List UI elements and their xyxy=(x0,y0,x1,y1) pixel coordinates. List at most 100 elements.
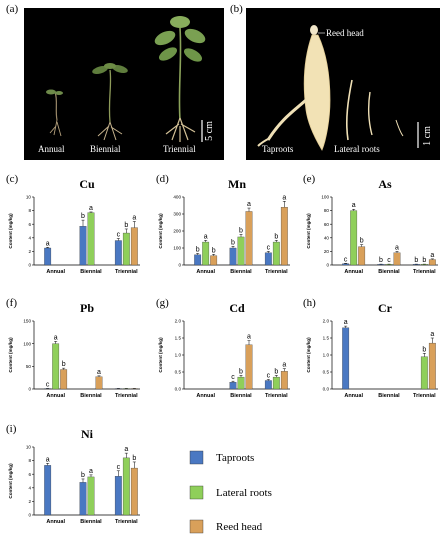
y-axis-label-ni: Content (mg/kg) xyxy=(8,463,13,499)
significance-letter: c xyxy=(231,374,235,381)
label-reed-head: Reed head xyxy=(326,28,364,38)
bar-mn-reed-head xyxy=(210,255,218,266)
significance-letter: a xyxy=(430,252,434,259)
y-tick-label: 400 xyxy=(173,195,181,200)
x-tick-label: Triennial xyxy=(115,519,138,525)
significance-letter: b xyxy=(274,368,278,375)
y-axis-label-cd: Content (mg/kg) xyxy=(158,337,163,373)
y-tick-label: 50 xyxy=(26,364,32,369)
y-tick-label: 300 xyxy=(173,212,181,217)
y-axis-label-cu: Content (mg/kg) xyxy=(8,213,13,249)
significance-letter: a xyxy=(352,202,356,209)
significance-letter: b xyxy=(422,257,426,264)
triennial-plant-illustration xyxy=(154,16,206,142)
significance-letter: c xyxy=(46,381,50,388)
y-tick-label: 0 xyxy=(28,263,31,268)
y-axis-label-cr: Content (mg/kg) xyxy=(306,337,311,373)
y-tick-label: 2.0 xyxy=(323,319,330,324)
x-tick-label: Biennial xyxy=(80,519,102,525)
bar-mn-reed-head xyxy=(280,207,288,266)
bar-cd-taproots xyxy=(229,382,237,390)
bar-cr-lateral-roots xyxy=(420,356,428,390)
significance-letter: a xyxy=(247,201,251,208)
y-tick-label: 8 xyxy=(28,208,31,213)
bar-as-reed-head xyxy=(428,259,436,266)
bar-as-lateral-roots xyxy=(350,210,358,266)
bar-ni-lateral-roots xyxy=(122,457,130,516)
x-tick-label: Biennial xyxy=(80,269,102,275)
significance-letter: b xyxy=(379,257,383,264)
bar-cu-lateral-roots xyxy=(87,212,95,266)
x-tick-label: Triennial xyxy=(413,269,436,275)
chart-title-cr: Cr xyxy=(378,301,393,315)
significance-letter: b xyxy=(360,238,364,245)
bar-mn-taproots xyxy=(229,247,237,266)
bar-ni-taproots xyxy=(114,476,122,516)
bar-cu-taproots xyxy=(79,226,87,266)
y-tick-label: 10 xyxy=(26,195,32,200)
y-tick-label: 2.0 xyxy=(175,319,182,324)
y-tick-label: 8 xyxy=(28,458,31,463)
significance-letter: b xyxy=(124,222,128,229)
chart-title-cd: Cd xyxy=(229,301,245,315)
panel-label-as: (e) xyxy=(303,173,316,185)
y-tick-label: 80 xyxy=(324,208,330,213)
legend-label-reed-head: Reed head xyxy=(216,521,263,533)
y-tick-label: 2 xyxy=(28,499,31,504)
x-tick-label: Annual xyxy=(46,519,65,525)
label-annual: Annual xyxy=(38,144,65,154)
bar-ni-taproots xyxy=(79,482,87,516)
significance-letter: b xyxy=(196,246,200,253)
scale-label-a: 5 cm xyxy=(204,121,215,141)
chart-title-mn: Mn xyxy=(228,177,246,191)
bar-pb-lateral-roots xyxy=(52,343,60,390)
y-tick-label: 1.5 xyxy=(175,336,182,341)
legend-label-taproots: Taproots xyxy=(216,452,254,464)
panel-label-a: (a) xyxy=(6,3,19,15)
x-tick-label: Triennial xyxy=(115,393,138,399)
y-tick-label: 60 xyxy=(324,222,330,227)
significance-letter: a xyxy=(344,319,348,326)
photo-a: Annual Biennial Triennial 5 cm xyxy=(24,8,224,160)
bar-cu-reed-head xyxy=(130,227,138,266)
photo-b-background xyxy=(246,8,440,160)
significance-letter: b xyxy=(81,213,85,220)
y-tick-label: 6 xyxy=(28,222,31,227)
y-tick-label: 0.5 xyxy=(175,370,182,375)
bar-mn-lateral-roots xyxy=(202,241,210,266)
y-tick-label: 0 xyxy=(28,387,31,392)
bar-as-lateral-roots xyxy=(420,264,428,266)
significance-letter: b xyxy=(212,247,216,254)
significance-letter: a xyxy=(46,456,50,463)
panel-label-mn: (d) xyxy=(156,173,169,185)
y-tick-label: 20 xyxy=(324,249,330,254)
significance-letter: c xyxy=(344,256,348,263)
y-tick-label: 1.0 xyxy=(323,353,330,358)
y-tick-label: 40 xyxy=(324,235,330,240)
x-tick-label: Biennial xyxy=(80,393,102,399)
label-triennial: Triennial xyxy=(163,144,196,154)
bar-cr-taproots xyxy=(342,327,350,390)
x-tick-label: Biennial xyxy=(378,393,400,399)
panel-label-cd: (g) xyxy=(156,297,169,309)
significance-letter: b xyxy=(239,227,243,234)
x-tick-label: Annual xyxy=(196,269,215,275)
chart-panel-cu: (c) Cu Content (mg/kg) 0 2 4 6 8 10 Annual a Bienni… xyxy=(6,173,140,275)
label-lateral-roots: Lateral roots xyxy=(334,144,380,154)
legend-swatch-lateral-roots xyxy=(189,485,204,500)
significance-letter: b xyxy=(231,239,235,246)
legend-label-lateral-roots: Lateral roots xyxy=(216,487,272,499)
y-tick-label: 0.5 xyxy=(323,370,330,375)
significance-letter: a xyxy=(124,446,128,453)
significance-letter: b xyxy=(274,233,278,240)
significance-letter: b xyxy=(414,257,418,264)
panel-label-cr: (h) xyxy=(303,297,316,309)
x-tick-label: Triennial xyxy=(265,269,288,275)
x-tick-label: Annual xyxy=(196,393,215,399)
legend: Taproots Lateral roots Reed head xyxy=(189,450,272,534)
bar-mn-taproots xyxy=(264,252,272,266)
significance-letter: a xyxy=(204,233,208,240)
chart-panel-pb: (f) Pb Content (mg/kg) 0 50 100 150 Annual c a b Bi… xyxy=(6,297,140,399)
significance-letter: c xyxy=(387,257,391,264)
